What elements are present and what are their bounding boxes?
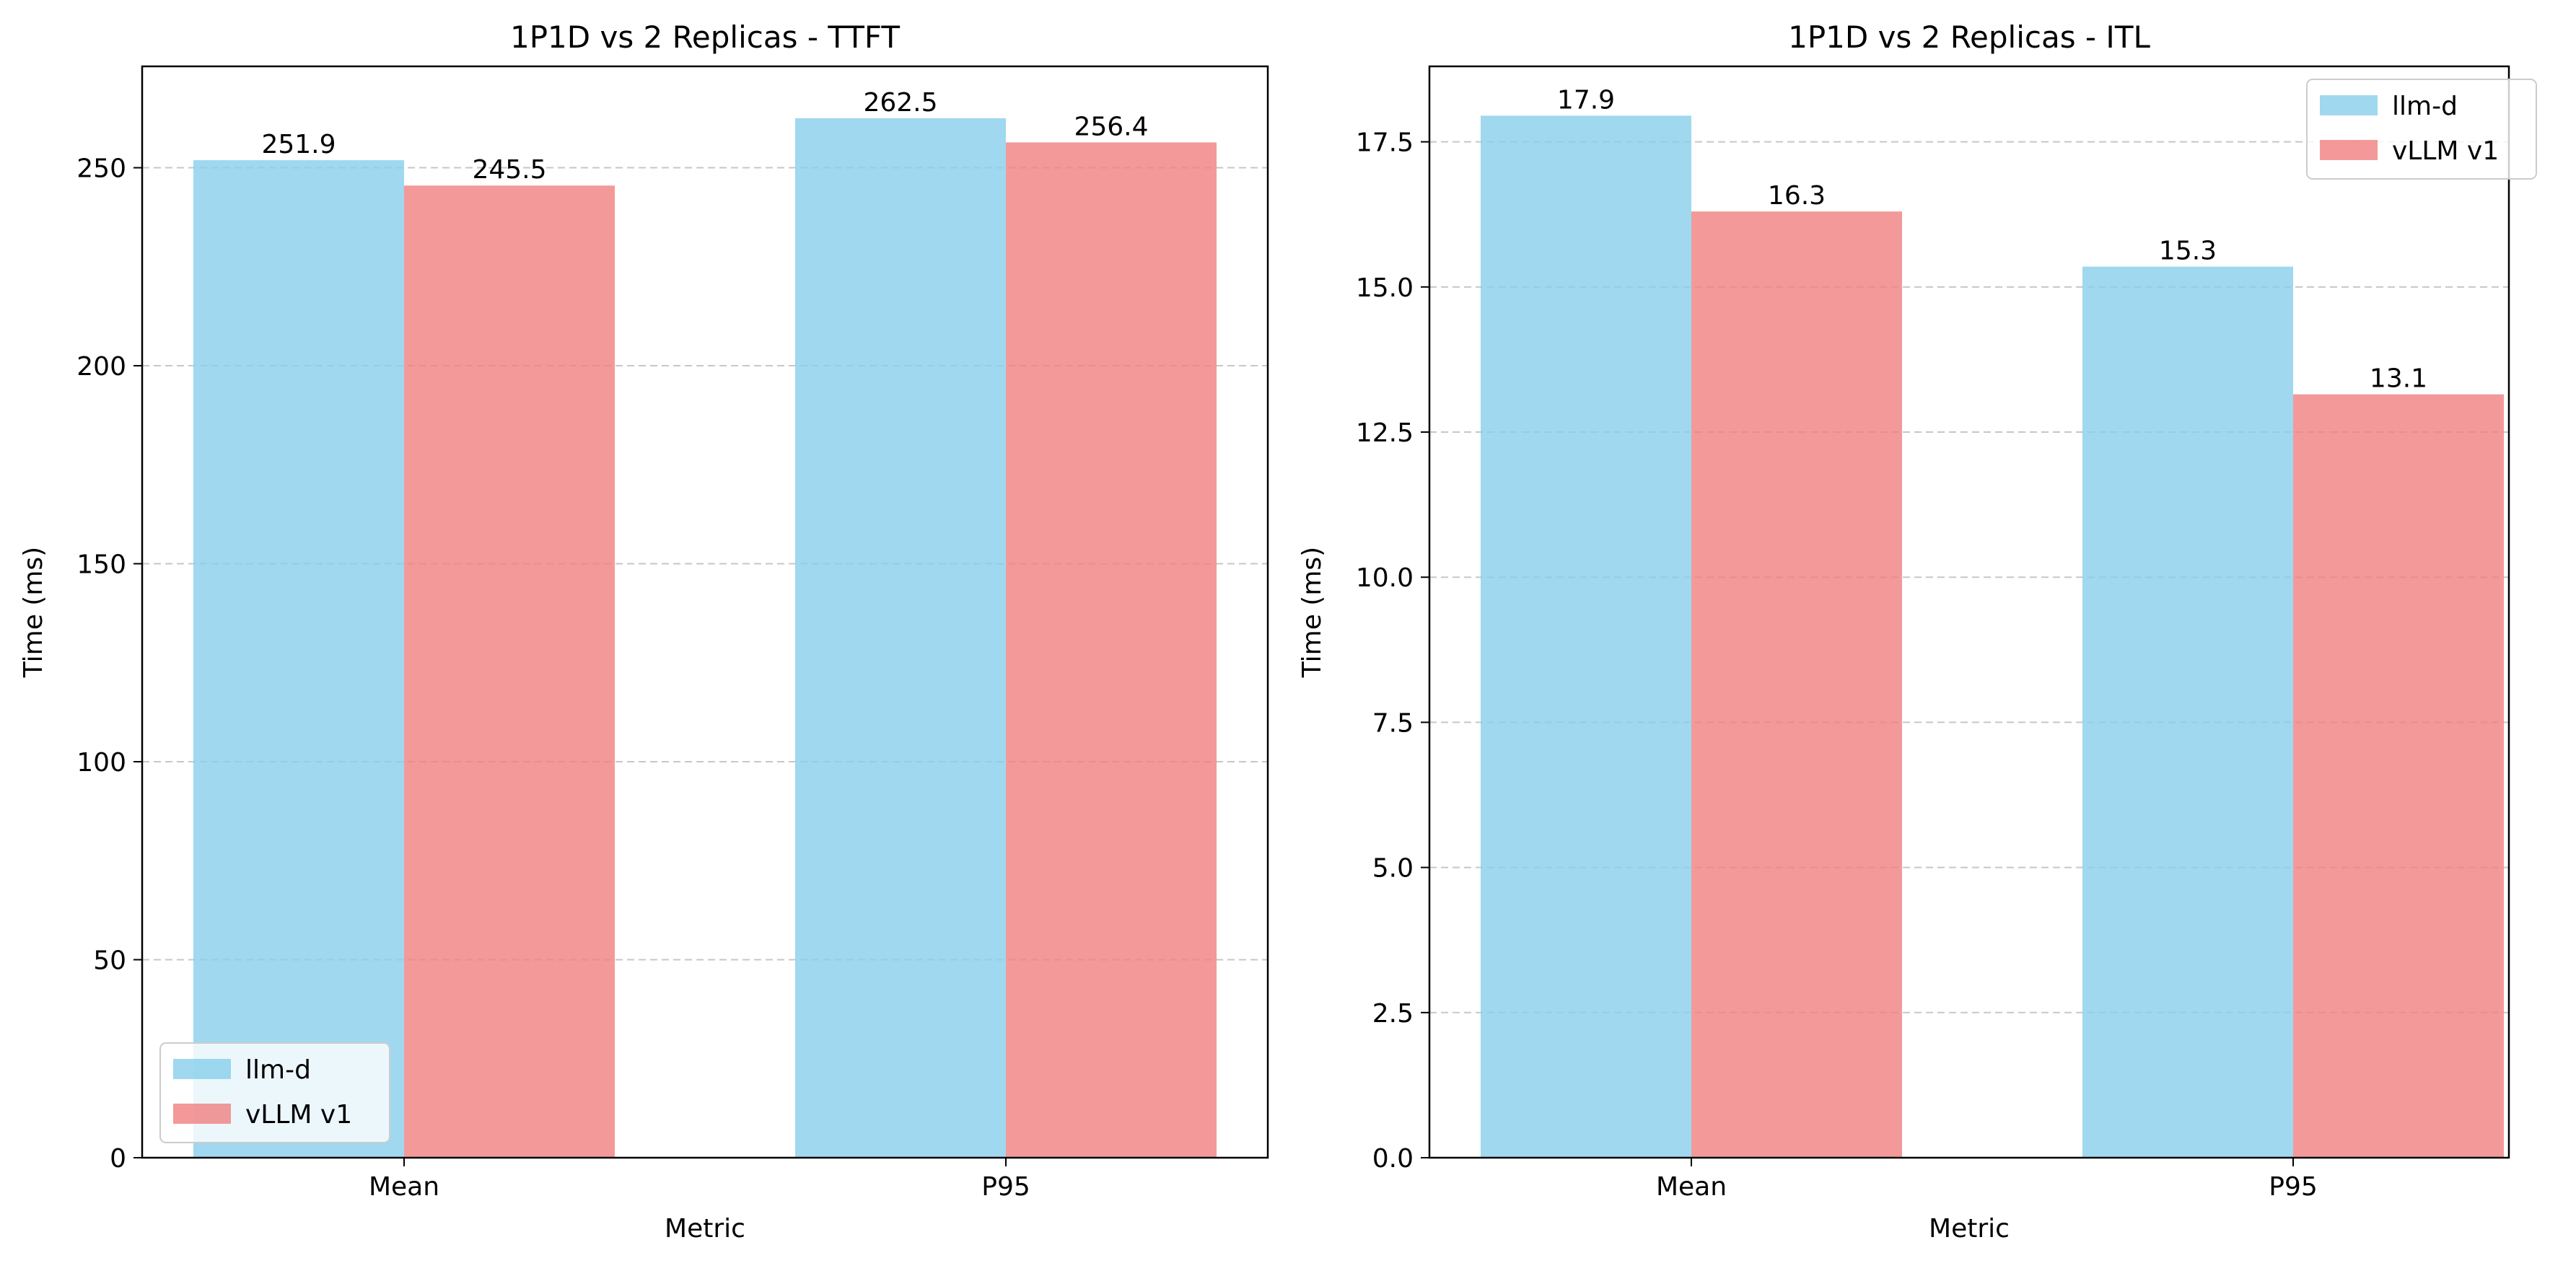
bar-value-label: 245.5 — [472, 155, 546, 185]
plot-frame — [1428, 65, 2510, 1159]
legend-label: llm-d — [245, 1055, 311, 1085]
y-tick-label: 5.0 — [1372, 854, 1414, 884]
x-axis-label: Metric — [1929, 1214, 2010, 1244]
y-tick-label: 100 — [76, 748, 126, 778]
y-tick-label: 0 — [110, 1144, 126, 1174]
bar-value-label: 256.4 — [1074, 112, 1148, 141]
x-tick-label: Mean — [369, 1172, 439, 1202]
y-axis-label: Time (ms) — [1297, 547, 1327, 678]
bar-llm-d-mean — [193, 160, 404, 1158]
legend-swatch-vllm-v1 — [2320, 140, 2378, 160]
legend-label: vLLM v1 — [245, 1100, 352, 1130]
bar-llm-d-p95 — [795, 118, 1006, 1158]
y-tick-label: 15.0 — [1356, 273, 1414, 303]
bar-vllm-v1-mean — [404, 185, 615, 1158]
x-axis-label: Metric — [665, 1214, 745, 1244]
legend-swatch-llm-d — [173, 1059, 231, 1079]
x-tick-label: Mean — [1656, 1172, 1727, 1202]
legend-label: llm-d — [2392, 92, 2458, 121]
x-tick-label: P95 — [2269, 1172, 2318, 1202]
y-tick-label: 50 — [93, 946, 126, 976]
plot-frame — [141, 65, 1269, 1159]
bar-vllm-v1-mean — [1691, 211, 1902, 1158]
bar-value-label: 251.9 — [261, 130, 336, 159]
bar-value-label: 262.5 — [863, 88, 937, 118]
y-tick-label: 12.5 — [1356, 418, 1414, 448]
bar-vllm-v1-p95 — [1006, 142, 1217, 1158]
x-tick-label: P95 — [981, 1172, 1030, 1202]
y-axis-label: Time (ms) — [19, 547, 48, 678]
y-tick-label: 2.5 — [1372, 999, 1414, 1029]
bar-value-label: 17.9 — [1557, 85, 1615, 115]
y-tick-label: 7.5 — [1372, 708, 1414, 738]
bar-llm-d-p95 — [2082, 266, 2293, 1158]
legend-swatch-llm-d — [2320, 95, 2378, 115]
chart-title: 1P1D vs 2 Replicas - ITL — [1788, 19, 2150, 55]
chart-panel-1: 251.9 245.5 Mean 262.5 256.4 P95 0 50 100 150 200 2… — [19, 19, 1269, 1244]
bar-value-label: 16.3 — [1768, 181, 1826, 211]
bar-vllm-v1-p95 — [2293, 394, 2504, 1158]
y-tick-label: 250 — [76, 154, 126, 184]
y-tick-label: 10.0 — [1356, 563, 1414, 593]
legend: llm-d vLLM v1 — [159, 1042, 390, 1143]
bar-value-label: 13.1 — [2370, 364, 2427, 394]
y-tick-label: 200 — [76, 352, 126, 382]
y-tick-label: 17.5 — [1356, 128, 1414, 158]
chart-title: 1P1D vs 2 Replicas - TTFT — [510, 19, 900, 55]
chart-panel-2: 17.9 16.3 Mean 15.3 13.1 P95 0.0 2.5 5.0 7.5 10.0 1… — [1297, 19, 2537, 1244]
bar-value-label: 15.3 — [2159, 237, 2217, 266]
y-tick-label: 150 — [76, 550, 126, 580]
legend-swatch-vllm-v1 — [173, 1104, 231, 1124]
bar-llm-d-mean — [1481, 115, 1691, 1158]
legend-label: vLLM v1 — [2392, 136, 2499, 166]
legend: llm-d vLLM v1 — [2306, 79, 2537, 180]
y-tick-label: 0.0 — [1372, 1144, 1414, 1174]
